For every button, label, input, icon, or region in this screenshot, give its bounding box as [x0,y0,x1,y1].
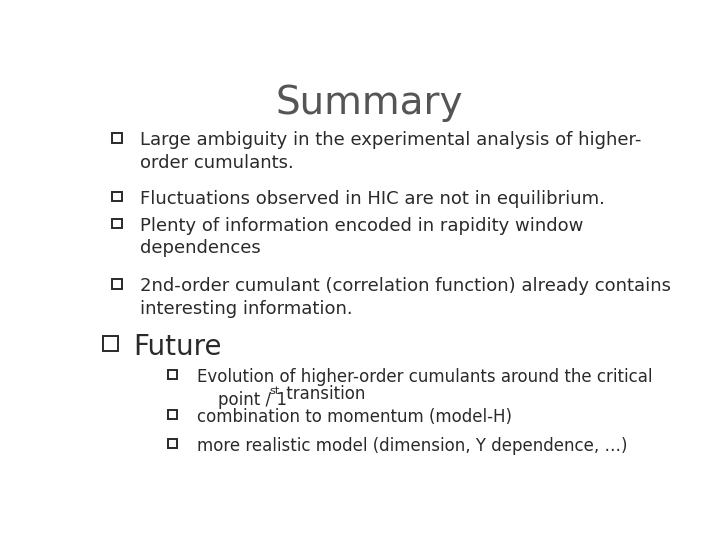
Text: Fluctuations observed in HIC are not in equilibrium.: Fluctuations observed in HIC are not in … [140,190,605,207]
Text: Future: Future [133,333,222,361]
Bar [112,133,122,143]
Bar [168,439,177,448]
Bar [112,219,122,228]
Text: Summary: Summary [275,84,463,122]
Text: transition: transition [281,384,365,403]
Bar [168,370,177,379]
Text: combination to momentum (model-H): combination to momentum (model-H) [197,408,512,426]
Text: more realistic model (dimension, Y dependence, …): more realistic model (dimension, Y depen… [197,437,628,455]
Bar [112,279,122,288]
Text: Plenty of information encoded in rapidity window
dependences: Plenty of information encoded in rapidit… [140,217,584,258]
Text: Evolution of higher-order cumulants around the critical
    point / 1: Evolution of higher-order cumulants arou… [197,368,652,409]
Text: st: st [270,386,280,396]
Bar [168,410,177,418]
Bar [112,192,122,201]
Bar [102,336,117,351]
Text: 2nd-order cumulant (correlation function) already contains
interesting informati: 2nd-order cumulant (correlation function… [140,277,671,318]
Text: Large ambiguity in the experimental analysis of higher-
order cumulants.: Large ambiguity in the experimental anal… [140,131,642,172]
